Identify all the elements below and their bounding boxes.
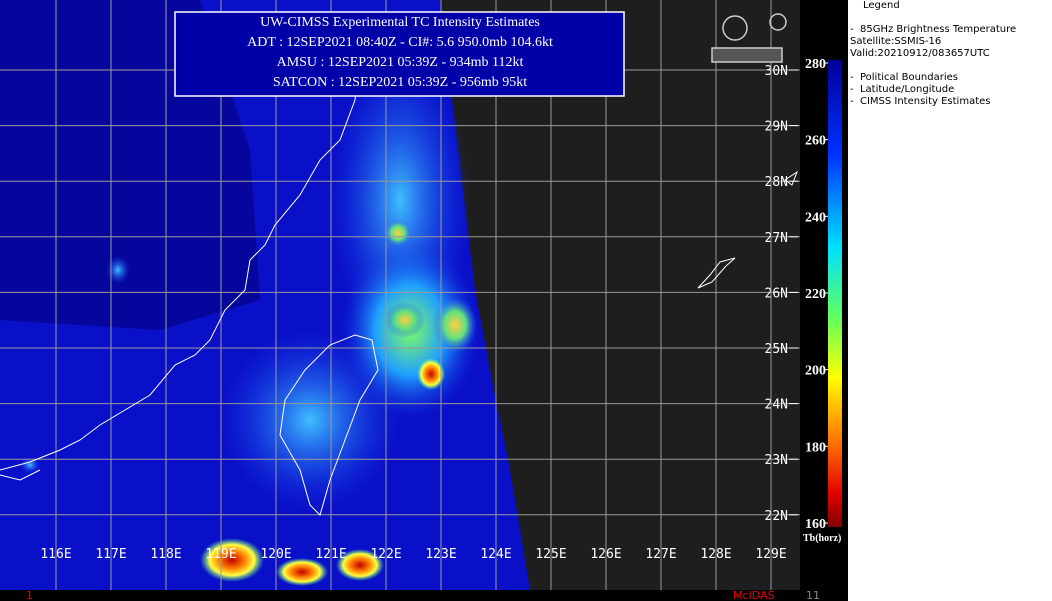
colorbar-unit: Tb(horz) — [803, 533, 841, 544]
lat-label: 24N — [765, 398, 788, 413]
lon-label: 125E — [535, 547, 566, 562]
cimss-logo — [711, 13, 787, 63]
lon-label: 122E — [370, 547, 401, 562]
legend-panel — [848, 0, 1052, 601]
legend-item: Satellite:SSMIS-16 — [850, 36, 941, 47]
lon-label: 121E — [315, 547, 346, 562]
legend-item: - Latitude/Longitude — [850, 84, 954, 95]
frame-number: 1 — [26, 589, 33, 601]
adt-line: ADT : 12SEP2021 08:40Z - CI#: 5.6 950.0m… — [247, 35, 553, 50]
lat-label: 23N — [765, 453, 788, 468]
legend-title: Legend — [863, 0, 900, 11]
lon-label: 129E — [755, 547, 786, 562]
legend-item: - CIMSS Intensity Estimates — [850, 96, 990, 107]
lat-label: 30N — [765, 64, 788, 79]
legend-item: Valid:20210912/083657UTC — [850, 48, 990, 59]
status-bar — [0, 590, 848, 601]
frame-count: 11 — [806, 589, 820, 601]
lon-label: 126E — [590, 547, 621, 562]
legend-items: - 85GHz Brightness TemperatureSatellite:… — [850, 24, 1016, 107]
lat-label: 27N — [765, 231, 788, 246]
colorbar-label: 180 — [805, 440, 826, 455]
graticule: 30N 29N 28N 27N 26N 25N 24N 23N 22N 116E 117E 118E 1… — [0, 0, 800, 590]
legend-item: - 85GHz Brightness Temperature — [850, 24, 1016, 35]
colorbar-label: 220 — [805, 287, 826, 302]
lon-label: 120E — [260, 547, 291, 562]
intensity-title: UW-CIMSS Experimental TC Intensity Estim… — [260, 15, 540, 30]
lat-label: 29N — [765, 120, 788, 135]
lon-label: 127E — [645, 547, 676, 562]
lat-label: 26N — [765, 286, 788, 301]
lon-label: 123E — [425, 547, 456, 562]
legend-item: - Political Boundaries — [850, 72, 958, 83]
lon-label: 118E — [150, 547, 181, 562]
colorbar-label: 260 — [805, 134, 826, 149]
satcon-line: SATCON : 12SEP2021 05:39Z - 956mb 95kt — [273, 75, 527, 90]
colorbar-label: 280 — [805, 57, 826, 72]
lat-label: 28N — [765, 175, 788, 190]
lon-label: 116E — [40, 547, 71, 562]
amsu-line: AMSU : 12SEP2021 05:39Z - 934mb 112kt — [277, 55, 524, 70]
lat-label: 25N — [765, 342, 788, 357]
lon-label: 124E — [480, 547, 511, 562]
lon-label: 117E — [95, 547, 126, 562]
lat-label: 22N — [765, 509, 788, 524]
colorbar-label: 200 — [805, 364, 826, 379]
imagery — [20, 50, 480, 586]
lon-label: 128E — [700, 547, 731, 562]
colorbar-label: 240 — [805, 210, 826, 225]
lon-label: 119E — [205, 547, 236, 562]
mcidas-label: McIDAS — [733, 589, 775, 601]
colorbar-ticks: 280 260 240 220 200 180 160 — [805, 57, 828, 532]
intensity-box — [174, 11, 625, 97]
colorbar — [828, 60, 842, 527]
boundaries — [0, 19, 799, 516]
colorbar-label: 160 — [805, 517, 826, 532]
